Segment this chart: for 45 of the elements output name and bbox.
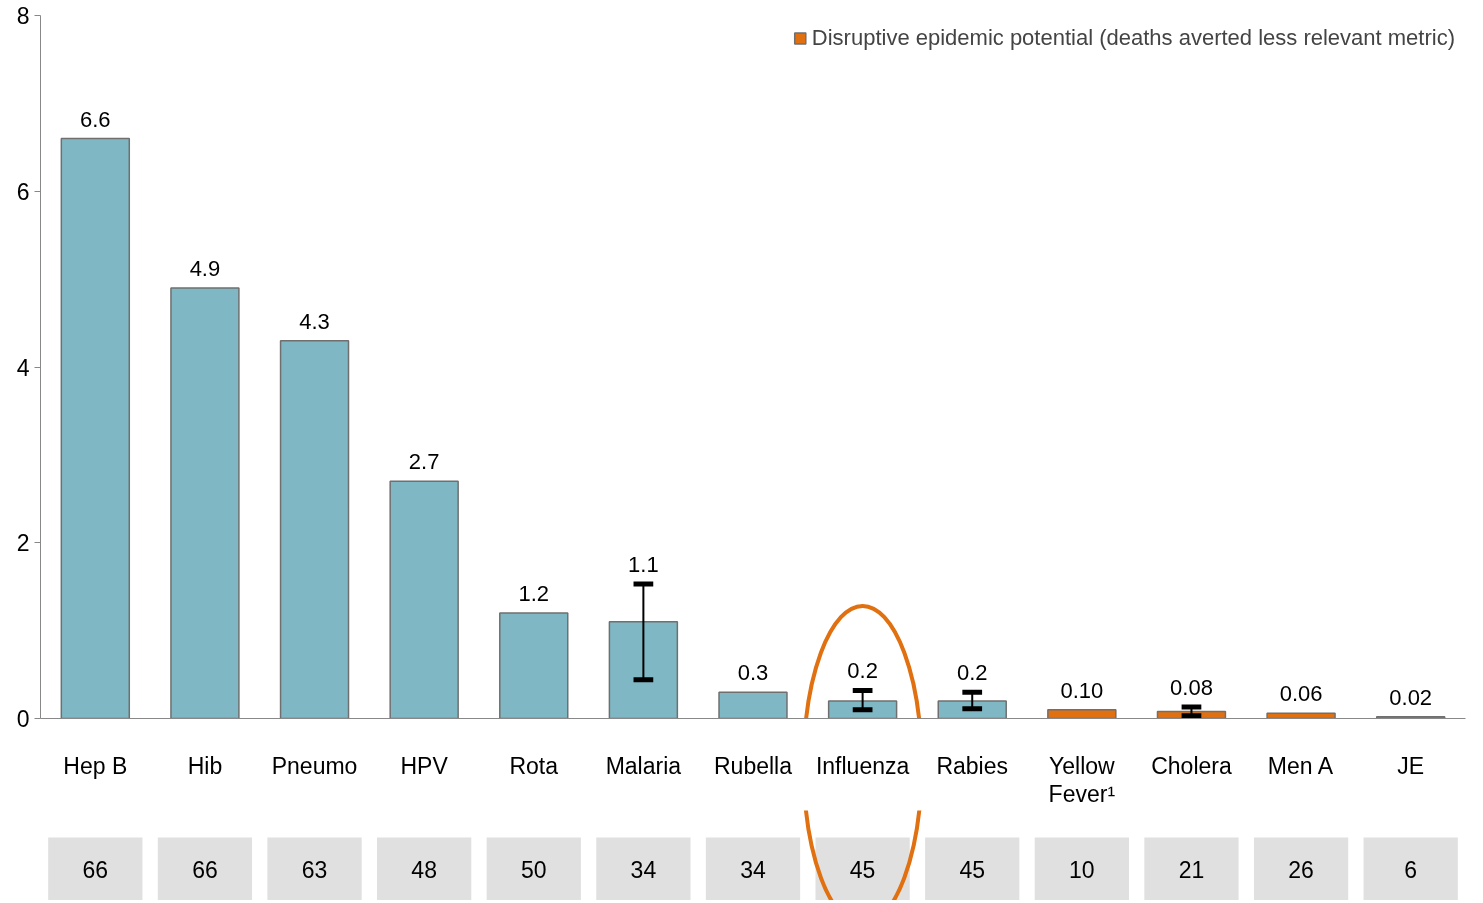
data-label: 0.3 <box>737 660 769 686</box>
x-tick-label: Rubella <box>714 752 793 779</box>
text: 50 <box>520 856 547 883</box>
data-label: 0.08 <box>1170 675 1213 701</box>
y-tick-label: 0 <box>16 706 30 732</box>
data-label: 4.3 <box>299 308 330 334</box>
text: 48 <box>411 856 437 883</box>
x-tick-label: Hep B <box>63 752 128 779</box>
x-tick-label: Influenza <box>815 752 910 779</box>
y-tick-label: 2 <box>16 530 30 557</box>
data-label: 0.2 <box>956 660 988 686</box>
x-tick-label: Cholera <box>1151 752 1232 779</box>
text: 45 <box>849 856 876 883</box>
x-tick-label: Yellow Fever¹ <box>1048 752 1116 808</box>
x-tick-label: Men A <box>1267 752 1334 779</box>
x-tick-label: HPV <box>400 752 449 779</box>
data-label: 1.1 <box>628 552 659 578</box>
text: 21 <box>1178 856 1205 883</box>
y-tick-label: 6 <box>16 178 30 205</box>
text: 10 <box>1069 856 1095 883</box>
data-label: 0.06 <box>1279 681 1323 707</box>
x-tick-label: Rabies <box>936 752 1009 779</box>
x-tick-label: Hib <box>187 752 223 779</box>
data-label: 0.2 <box>847 658 878 684</box>
text: 66 <box>192 856 218 883</box>
text: 63 <box>301 856 328 883</box>
text: 34 <box>740 856 766 883</box>
data-label: 1.2 <box>518 581 550 607</box>
x-tick-label: Malaria <box>605 752 682 779</box>
data-label: 0.10 <box>1060 677 1104 703</box>
x-tick-label: Rota <box>509 752 559 779</box>
y-tick-label: 8 <box>16 3 30 29</box>
text: 66 <box>82 856 109 883</box>
text: 6 <box>1404 856 1418 883</box>
data-label: 4.9 <box>189 255 221 281</box>
text: 26 <box>1288 856 1314 883</box>
data-label: 0.02 <box>1389 684 1433 710</box>
text: 34 <box>630 856 657 883</box>
data-label: 6.6 <box>80 106 111 132</box>
data-label: 2.7 <box>408 449 440 475</box>
y-tick-label: 4 <box>16 354 30 381</box>
text: 45 <box>959 856 986 883</box>
x-tick-label: JE <box>1397 752 1425 779</box>
legend-label: Disruptive epidemic potential (deaths averted less relevant metric) <box>811 25 1455 51</box>
x-tick-label: Pneumo <box>271 752 358 779</box>
